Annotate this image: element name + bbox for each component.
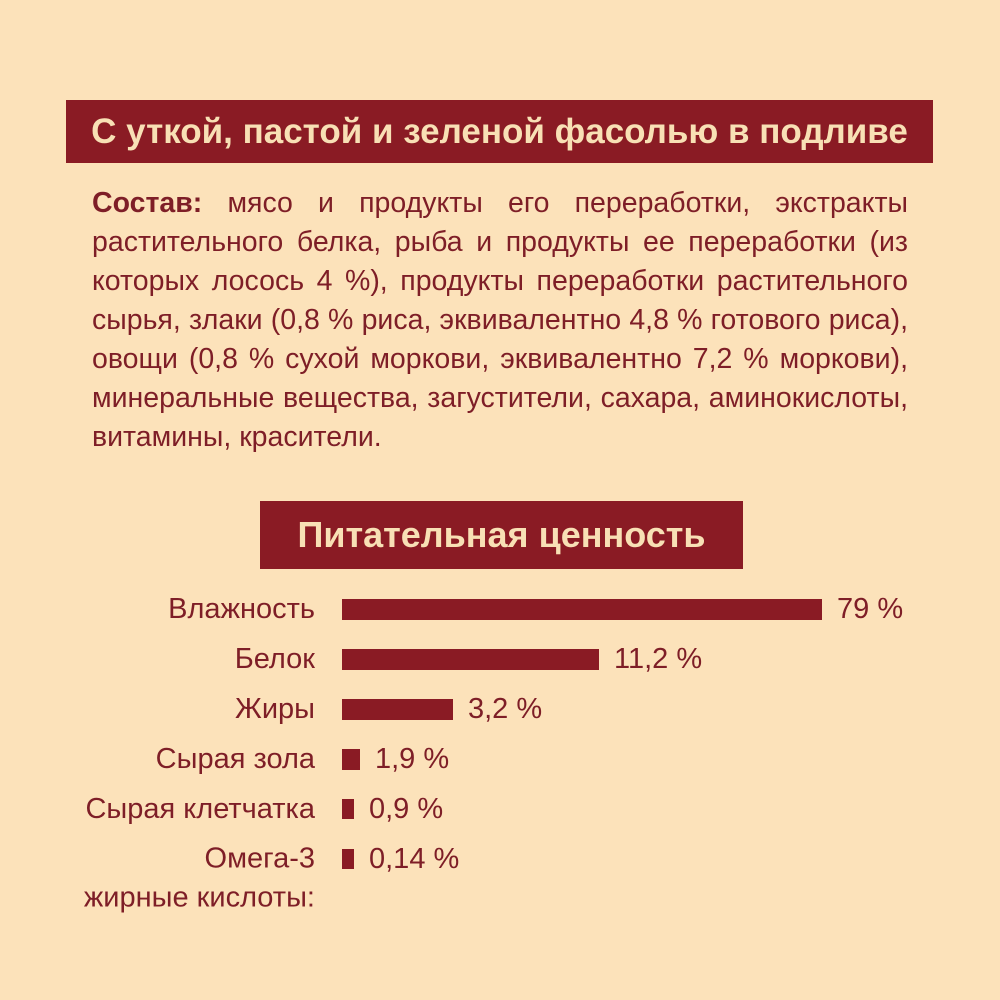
chart-value-label: 0,9 % <box>369 792 444 825</box>
chart-bar <box>342 799 354 819</box>
chart-category-label: Омега-3 жирные кислоты: <box>60 820 315 914</box>
chart-category-label: Жиры <box>235 692 315 725</box>
nutrition-section-banner: Питательная ценность <box>260 501 743 569</box>
chart-row-crude-ash: Сырая зола 1,9 % <box>60 734 960 784</box>
chart-bar <box>342 598 822 620</box>
chart-row-moisture: Влажность 79 % <box>60 584 960 634</box>
chart-category-label: Сырая зола <box>155 742 315 775</box>
chart-category-label: Влажность <box>168 592 315 625</box>
chart-value-label: 79 % <box>837 592 904 625</box>
nutrition-bar-chart: Влажность 79 % Белок 11,2 % Жиры 3,2 % С… <box>60 584 960 914</box>
chart-value-label: 3,2 % <box>468 692 543 725</box>
chart-bar <box>342 698 453 720</box>
chart-bar <box>342 648 599 670</box>
chart-category-label-line2: жирные кислоты: <box>83 881 315 914</box>
chart-category-label: Сырая клетчатка <box>85 792 315 825</box>
chart-bar <box>342 748 360 770</box>
chart-row-crude-fiber: Сырая клетчатка 0,9 % <box>60 784 960 834</box>
chart-category-label-lines: Омега-3 жирные кислоты: <box>60 840 315 918</box>
composition-label: Состав: <box>92 187 203 219</box>
chart-category-label: Белок <box>234 642 315 675</box>
chart-row-fats: Жиры 3,2 % <box>60 684 960 734</box>
product-title: С уткой, пастой и зеленой фасолью в подл… <box>91 111 908 151</box>
chart-value-label: 11,2 % <box>614 642 703 675</box>
chart-bar <box>342 849 354 869</box>
nutrition-section-title: Питательная ценность <box>297 514 706 555</box>
chart-row-protein: Белок 11,2 % <box>60 634 960 684</box>
product-title-banner: С уткой, пастой и зеленой фасолью в подл… <box>66 100 933 163</box>
composition-text: мясо и продукты его переработки, экстрак… <box>92 187 908 453</box>
chart-row-omega3: Омега-3 жирные кислоты: 0,14 % <box>60 834 960 914</box>
chart-value-label: 0,14 % <box>369 842 460 875</box>
chart-category-label-line1: Омега-3 <box>204 842 315 875</box>
chart-value-label: 1,9 % <box>375 742 450 775</box>
composition-paragraph: Состав: мясо и продукты его переработки,… <box>92 184 908 457</box>
